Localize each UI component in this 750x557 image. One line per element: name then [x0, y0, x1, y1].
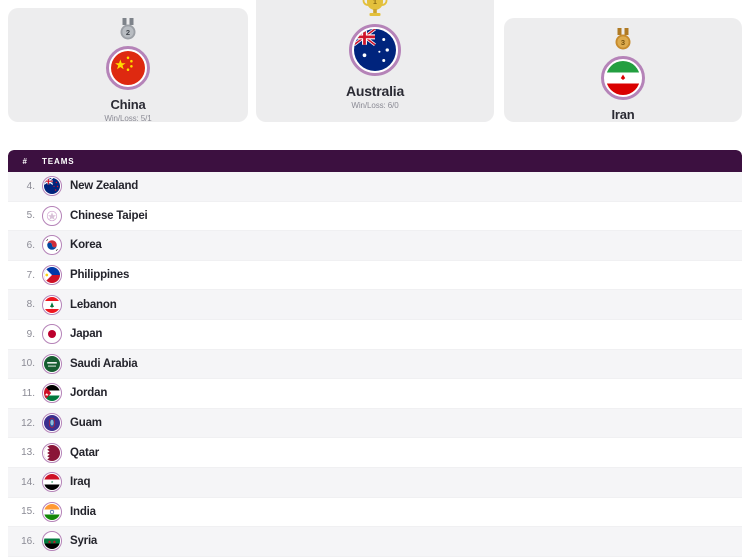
bronze-medal-icon: 3	[609, 26, 637, 54]
flag-syria	[42, 531, 62, 552]
svg-text:3: 3	[621, 38, 625, 47]
row-team-name: Saudi Arabia	[70, 357, 138, 370]
row-team-name: Korea	[70, 239, 102, 252]
table-body: 4. New Zealand 5. Chinese Taipei 6. Korea 7. Ph…	[8, 172, 742, 557]
flag-iran	[601, 56, 645, 100]
table-row[interactable]: 10. Saudi Arabia	[8, 349, 742, 380]
table-row[interactable]: 6. Korea	[8, 231, 742, 261]
flag-india	[42, 501, 62, 522]
flag-japan	[42, 324, 62, 345]
podium-card-second[interactable]: 2 China Win/Loss: 5/1	[8, 8, 248, 122]
row-rank: 9.	[26, 328, 35, 340]
svg-text:2: 2	[126, 28, 130, 37]
row-team-name: India	[70, 505, 96, 518]
column-header-rank: #	[22, 156, 28, 166]
podium-team-name: Australia	[345, 83, 405, 99]
silver-medal-icon: 2	[114, 16, 142, 44]
flag-philippines	[42, 265, 62, 286]
table-row[interactable]: 5. Chinese Taipei	[8, 201, 742, 232]
table-row[interactable]: 7. Philippines	[8, 260, 742, 291]
svg-text:★: ★	[51, 480, 54, 484]
flag-jordan	[42, 383, 62, 404]
row-rank: 11.	[21, 387, 35, 399]
flag-new-zealand	[42, 176, 62, 197]
row-rank: 6.	[26, 239, 35, 251]
table-row[interactable]: 4. New Zealand	[8, 172, 742, 202]
row-rank: 8.	[26, 299, 35, 311]
row-team-name: Japan	[70, 328, 103, 341]
podium-team-name: Iran	[611, 107, 635, 122]
row-team-name: Chinese Taipei	[70, 209, 148, 222]
row-rank: 10.	[21, 358, 35, 370]
podium-card-first[interactable]: 1	[256, 0, 494, 122]
podium-team-record: Win/Loss: 5/1	[104, 114, 152, 122]
table-row[interactable]: 12. Guam	[8, 408, 742, 439]
svg-text:1: 1	[373, 0, 377, 6]
table-header-row: # TEAMS	[8, 150, 742, 172]
flag-saudi-arabia	[42, 353, 62, 374]
flag-lebanon	[42, 294, 62, 315]
row-rank: 14.	[21, 476, 35, 488]
flag-chinese-taipei	[42, 205, 62, 226]
table-row[interactable]: 14. ★ Iraq	[8, 467, 742, 498]
podium-team-record: Win/Loss: 6/0	[351, 101, 399, 110]
row-rank: 5.	[26, 210, 35, 222]
flag-australia	[349, 24, 401, 76]
table-row[interactable]: 11. Jordan	[8, 379, 742, 409]
flag-china	[106, 46, 150, 90]
row-rank: 15.	[21, 506, 35, 518]
column-header-teams: TEAMS	[42, 156, 75, 166]
row-team-name: Lebanon	[70, 298, 117, 311]
row-team-name: Qatar	[70, 446, 100, 459]
row-rank: 16.	[21, 535, 35, 547]
row-rank: 7.	[26, 269, 35, 281]
row-team-name: New Zealand	[70, 180, 139, 193]
row-team-name: Syria	[70, 535, 98, 548]
podium-team-name: China	[110, 97, 146, 112]
row-rank: 4.	[26, 180, 35, 192]
row-team-name: Jordan	[70, 387, 108, 400]
podium-card-third[interactable]: 3 Iran Win/Loss: 5/1	[504, 18, 742, 122]
table-row[interactable]: 13. Qatar	[8, 438, 742, 468]
flag-korea	[42, 235, 62, 256]
table-row[interactable]: 8. Lebanon	[8, 290, 742, 320]
row-rank: 13.	[21, 447, 35, 459]
podium-section: 2 China Win/Loss: 5/1	[0, 0, 750, 140]
table-row[interactable]: 15. India	[8, 497, 742, 528]
flag-qatar	[42, 442, 62, 463]
row-team-name: Philippines	[70, 269, 130, 282]
standings-table: # TEAMS 4. New Zealand 5. Chinese Taipei 6. K…	[8, 150, 742, 557]
row-team-name: Iraq	[70, 476, 91, 489]
table-row[interactable]: 9. Japan	[8, 319, 742, 350]
row-team-name: Guam	[70, 417, 102, 430]
flag-iraq: ★	[42, 472, 62, 493]
gold-trophy-icon: 1	[361, 0, 389, 22]
flag-guam	[42, 413, 62, 434]
row-rank: 12.	[21, 417, 35, 429]
table-row[interactable]: 16. Syria	[8, 527, 742, 557]
